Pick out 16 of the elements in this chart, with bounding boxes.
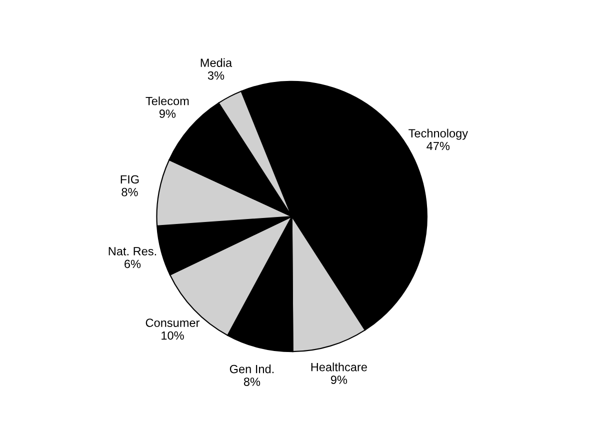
data-label: 8% (244, 378, 260, 386)
data-label: 9% (330, 376, 348, 384)
slice-label: FIG (120, 175, 139, 184)
data-label: 3% (208, 71, 224, 80)
data-label: 10% (162, 331, 184, 340)
data-label: 47% (426, 142, 450, 150)
data-label: 8% (122, 188, 138, 196)
data-label: 9% (159, 110, 176, 118)
slice-label: Consumer (146, 318, 200, 327)
slice-label: Nat. Res. (108, 247, 156, 256)
data-label: 6% (124, 260, 141, 268)
slice-label: Telecom (146, 96, 189, 106)
slice-label: Healthcare (311, 362, 367, 372)
slice-label: Gen Ind. (230, 364, 274, 374)
slice-label: Media (200, 58, 232, 67)
slice-label: Technology (408, 128, 468, 140)
